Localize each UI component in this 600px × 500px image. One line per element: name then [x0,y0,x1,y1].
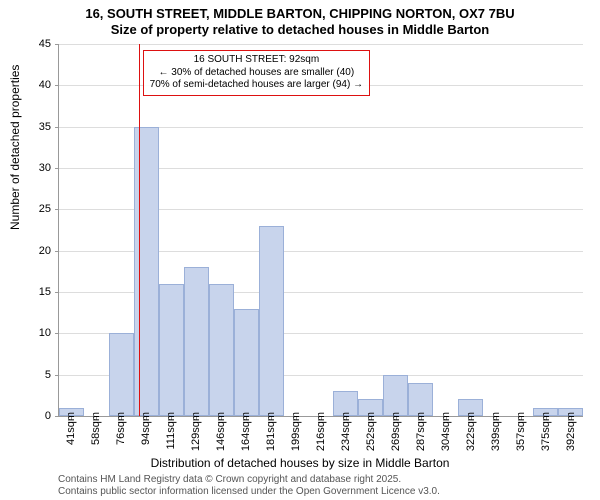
histogram-bar [259,226,284,416]
histogram-bar [134,127,159,416]
x-tick-label: 375sqm [540,412,552,451]
chart-subtitle: Size of property relative to detached ho… [0,22,600,37]
x-tick-label: 164sqm [240,412,252,451]
chart-title: 16, SOUTH STREET, MIDDLE BARTON, CHIPPIN… [0,6,600,21]
x-tick-label: 339sqm [490,412,502,451]
y-tick-label: 0 [21,410,51,422]
x-tick-label: 41sqm [65,412,77,445]
histogram-bar [209,284,234,416]
x-tick-label: 146sqm [215,412,227,451]
x-tick-label: 234sqm [340,412,352,451]
annotation-box: 16 SOUTH STREET: 92sqm ← 30% of detached… [143,50,370,96]
x-tick-label: 111sqm [165,412,177,450]
x-tick-label: 322sqm [465,412,477,451]
histogram-bar [184,267,209,416]
chart-container: { "title": "16, SOUTH STREET, MIDDLE BAR… [0,0,600,500]
y-tick-label: 25 [21,203,51,215]
annotation-line-2: ← 30% of detached houses are smaller (40… [150,67,363,80]
x-tick-label: 94sqm [140,412,152,445]
y-tick-label: 30 [21,162,51,174]
y-tick-label: 40 [21,79,51,91]
x-axis-label: Distribution of detached houses by size … [0,456,600,470]
footer-line-1: Contains HM Land Registry data © Crown c… [58,474,440,486]
footer-line-2: Contains public sector information licen… [58,486,440,498]
y-axis-label: Number of detached properties [8,65,22,230]
footer-text: Contains HM Land Registry data © Crown c… [58,474,440,498]
y-tick-label: 35 [21,121,51,133]
histogram-bar [383,375,408,416]
x-tick-label: 287sqm [415,412,427,451]
x-tick-label: 216sqm [315,412,327,451]
x-tick-label: 252sqm [365,412,377,451]
y-tick-label: 10 [21,327,51,339]
histogram-bar [159,284,184,416]
y-tick-label: 20 [21,245,51,257]
x-tick-label: 357sqm [515,412,527,451]
gridline [59,44,583,45]
x-tick-label: 304sqm [440,412,452,451]
y-tick-label: 45 [21,38,51,50]
y-tick-label: 5 [21,369,51,381]
annotation-line-1: 16 SOUTH STREET: 92sqm [150,54,363,67]
x-tick-label: 392sqm [565,412,577,451]
histogram-bar [234,309,259,416]
x-tick-label: 58sqm [90,412,102,445]
x-tick-label: 199sqm [290,412,302,451]
plot-area: 05101520253035404541sqm58sqm76sqm94sqm11… [58,44,583,417]
x-tick-label: 181sqm [265,412,277,451]
annotation-line-3: 70% of semi-detached houses are larger (… [150,79,363,92]
x-tick-label: 129sqm [190,412,202,451]
marker-line [139,44,140,416]
histogram-bar [109,333,134,416]
x-tick-label: 76sqm [115,412,127,445]
x-tick-label: 269sqm [390,412,402,451]
y-tick-label: 15 [21,286,51,298]
